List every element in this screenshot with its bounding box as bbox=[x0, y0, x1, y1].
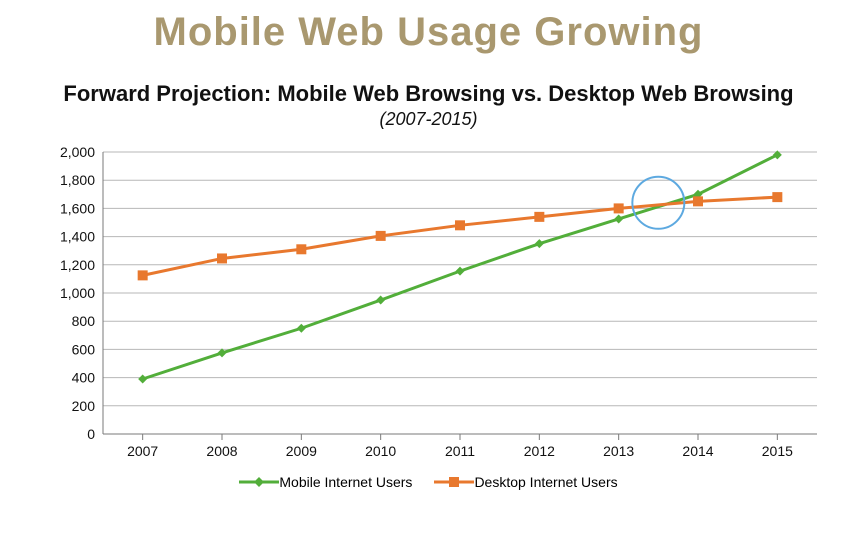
svg-text:600: 600 bbox=[71, 341, 95, 357]
svg-text:2014: 2014 bbox=[682, 443, 713, 459]
legend: Mobile Internet Users Desktop Internet U… bbox=[0, 474, 857, 490]
legend-item-mobile: Mobile Internet Users bbox=[239, 474, 412, 490]
line-chart: 0 200 400 600 800 1,000 1,200 1,400 1,600 1,800 2,… bbox=[33, 140, 825, 470]
svg-text:1,600: 1,600 bbox=[59, 200, 94, 216]
svg-text:1,200: 1,200 bbox=[59, 257, 94, 273]
svg-text:2011: 2011 bbox=[444, 443, 474, 459]
svg-text:2009: 2009 bbox=[285, 443, 316, 459]
legend-item-desktop: Desktop Internet Users bbox=[434, 474, 617, 490]
svg-text:1,800: 1,800 bbox=[59, 172, 94, 188]
legend-swatch-mobile bbox=[239, 475, 279, 489]
subtitle-block: Forward Projection: Mobile Web Browsing … bbox=[0, 81, 857, 130]
svg-text:800: 800 bbox=[71, 313, 95, 329]
svg-text:2,000: 2,000 bbox=[59, 144, 94, 160]
svg-text:2015: 2015 bbox=[761, 443, 792, 459]
svg-text:1,400: 1,400 bbox=[59, 229, 94, 245]
svg-text:2013: 2013 bbox=[603, 443, 634, 459]
svg-text:1,000: 1,000 bbox=[59, 285, 94, 301]
subtitle: Forward Projection: Mobile Web Browsing … bbox=[0, 81, 857, 107]
chart-area: 0 200 400 600 800 1,000 1,200 1,400 1,600 1,800 2,… bbox=[33, 140, 825, 470]
svg-text:400: 400 bbox=[71, 370, 95, 386]
legend-label-mobile: Mobile Internet Users bbox=[279, 474, 412, 490]
svg-text:0: 0 bbox=[87, 426, 95, 442]
svg-text:2012: 2012 bbox=[523, 443, 554, 459]
page-title: Mobile Web Usage Growing bbox=[0, 10, 857, 55]
legend-swatch-desktop bbox=[434, 475, 474, 489]
svg-text:2008: 2008 bbox=[206, 443, 237, 459]
subtitle-year-range: (2007-2015) bbox=[0, 109, 857, 130]
svg-text:2007: 2007 bbox=[127, 443, 158, 459]
svg-text:2010: 2010 bbox=[365, 443, 396, 459]
svg-text:200: 200 bbox=[71, 398, 95, 414]
legend-label-desktop: Desktop Internet Users bbox=[474, 474, 617, 490]
